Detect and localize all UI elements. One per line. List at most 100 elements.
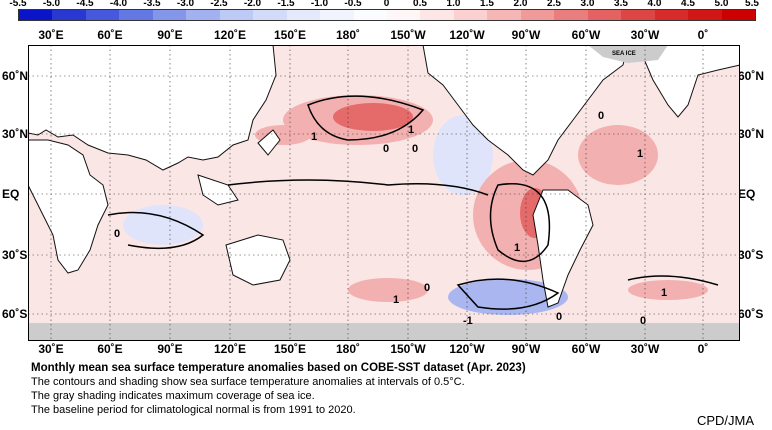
contour-neg1-south-pacific	[456, 278, 560, 310]
contour-label: 1	[393, 294, 399, 306]
colorbar-tick: 0.5	[413, 0, 427, 9]
lat-label: 30˚N	[2, 127, 29, 141]
lat-label: 30˚N	[738, 127, 765, 141]
contour-label: -1	[463, 315, 473, 327]
colorbar-tick: -3.5	[143, 0, 161, 9]
colorbar-cell	[621, 10, 655, 20]
lat-label: 60˚S	[2, 307, 28, 321]
contour-label: 1	[514, 242, 520, 254]
lon-label: 150˚W	[390, 342, 426, 356]
colorbar-cell	[85, 10, 120, 20]
lon-label: 60˚W	[571, 28, 601, 42]
contour-label: 0	[598, 110, 604, 122]
colorbar	[18, 9, 756, 21]
colorbar-tick-labels: -5.5 -5.0 -4.5 -4.0 -3.5 -3.0 -2.5 -2.0 …	[0, 0, 772, 9]
contour-label: 0	[640, 315, 646, 327]
contour-labels: 1 0 0 1 0 1 0 1 1 1 0 -1 0 0	[114, 110, 667, 327]
colorbar-tick: 3.5	[614, 0, 628, 9]
colorbar-tick: -4.5	[76, 0, 94, 9]
lon-label: 90˚W	[511, 342, 541, 356]
maritime-continent	[197, 174, 239, 206]
colorbar-cell	[721, 10, 755, 20]
lon-label: 0˚	[697, 342, 709, 356]
colorbar-tick: -2.0	[243, 0, 262, 9]
colorbar-cell	[186, 10, 220, 20]
contour-label: 1	[637, 148, 643, 160]
colorbar-cell	[353, 10, 387, 20]
contour-label: 1	[311, 131, 317, 143]
lat-label: 60˚N	[2, 69, 29, 83]
contour-lines	[107, 95, 719, 310]
contour-label: 1	[408, 124, 414, 136]
lon-label: 120˚W	[449, 342, 485, 356]
colorbar-tick: -5.0	[42, 0, 61, 9]
africa	[28, 139, 109, 274]
lon-label: 180˚	[335, 342, 361, 356]
lon-label: 60˚W	[571, 342, 601, 356]
hot-patch-north-pacific	[333, 103, 413, 131]
lon-label: 30˚W	[630, 28, 660, 42]
colorbar-tick: 1.0	[446, 0, 461, 9]
contour-label: 0	[383, 143, 389, 155]
colorbar-cell	[320, 10, 354, 20]
colorbar-tick: -2.5	[210, 0, 228, 9]
contour-label: 0	[114, 228, 120, 240]
lon-label: 180˚	[335, 28, 361, 42]
lat-label: 30˚S	[738, 248, 764, 262]
lon-label: 120˚E	[213, 342, 247, 356]
lon-label: 120˚W	[449, 28, 485, 42]
contour-label: 0	[556, 311, 562, 323]
colorbar-cell	[688, 10, 722, 20]
longitude-labels-bottom: 30˚E 60˚E 90˚E 120˚E 150˚E 180˚ 150˚W 12…	[0, 342, 772, 358]
colorbar-cell	[219, 10, 254, 20]
map-frame	[28, 45, 740, 341]
lon-label: 150˚E	[273, 28, 307, 42]
contour-1-south-atlantic	[627, 275, 719, 286]
colorbar-tick: -4.0	[109, 0, 128, 9]
greenland-europe	[637, 45, 740, 118]
lon-label: 60˚E	[97, 28, 123, 42]
colorbar-cell	[52, 10, 86, 20]
lat-label: 60˚S	[738, 307, 764, 321]
warm-patch-south-pacific	[348, 278, 428, 302]
contour-1-east-pacific	[489, 183, 551, 263]
credit: CPD/JMA	[696, 413, 754, 428]
colorbar-tick: 1.5	[480, 0, 494, 9]
colorbar-cell	[152, 10, 187, 20]
colorbar-tick: 2.5	[547, 0, 561, 9]
south-america	[532, 189, 594, 308]
caption-line: The contours and shading show sea surfac…	[31, 376, 465, 388]
lon-label: 30˚E	[38, 28, 64, 42]
caption-line: The baseline period for climatological n…	[31, 404, 356, 416]
colorbar-tick: -5.5	[9, 0, 27, 9]
lon-label: 120˚E	[213, 28, 247, 42]
caption-title: Monthly mean sea surface temperature ano…	[31, 362, 526, 374]
sea-ice-label: SEA ICE	[612, 51, 636, 57]
warm-patch-north-atlantic	[578, 125, 658, 185]
lon-label: 90˚E	[157, 28, 183, 42]
colorbar-cell	[520, 10, 555, 20]
colorbar-cell	[420, 10, 454, 20]
lat-label: 30˚S	[2, 248, 28, 262]
colorbar-cell	[453, 10, 488, 20]
antarctic-sea-ice	[28, 323, 740, 341]
colorbar-tick: 4.5	[681, 0, 695, 9]
australia	[225, 234, 291, 286]
latitude-labels-right: 60˚N 30˚N EQ 30˚S 60˚S	[734, 0, 772, 430]
lon-label: 150˚W	[390, 28, 426, 42]
north-america	[422, 45, 629, 176]
anomaly-shading	[123, 95, 708, 315]
lon-label: 30˚W	[630, 342, 660, 356]
lon-label: 150˚E	[273, 342, 307, 356]
lat-label: 60˚N	[738, 69, 765, 83]
colorbar-tick: -1.0	[310, 0, 329, 9]
colorbar-cell	[253, 10, 287, 20]
cool-patch-indian-ocean	[123, 205, 203, 245]
colorbar-cell	[119, 10, 153, 20]
colorbar-tick: -3.0	[176, 0, 195, 9]
lat-label: EQ	[738, 187, 756, 201]
graticule	[28, 45, 740, 341]
colorbar-tick: 2.0	[513, 0, 528, 9]
latitude-labels-left: 60˚N 30˚N EQ 30˚S 60˚S	[0, 0, 40, 430]
warm-patch-south-atlantic	[628, 280, 708, 300]
